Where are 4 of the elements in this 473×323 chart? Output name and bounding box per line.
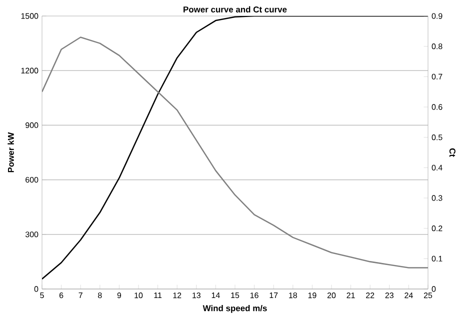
chart-title: Power curve and Ct curve [184, 6, 287, 12]
x-axis-title: Wind speed m/s [202, 305, 267, 313]
y-axis-title: Power kW [8, 132, 14, 172]
y2-axis-title: Ct [449, 148, 456, 157]
